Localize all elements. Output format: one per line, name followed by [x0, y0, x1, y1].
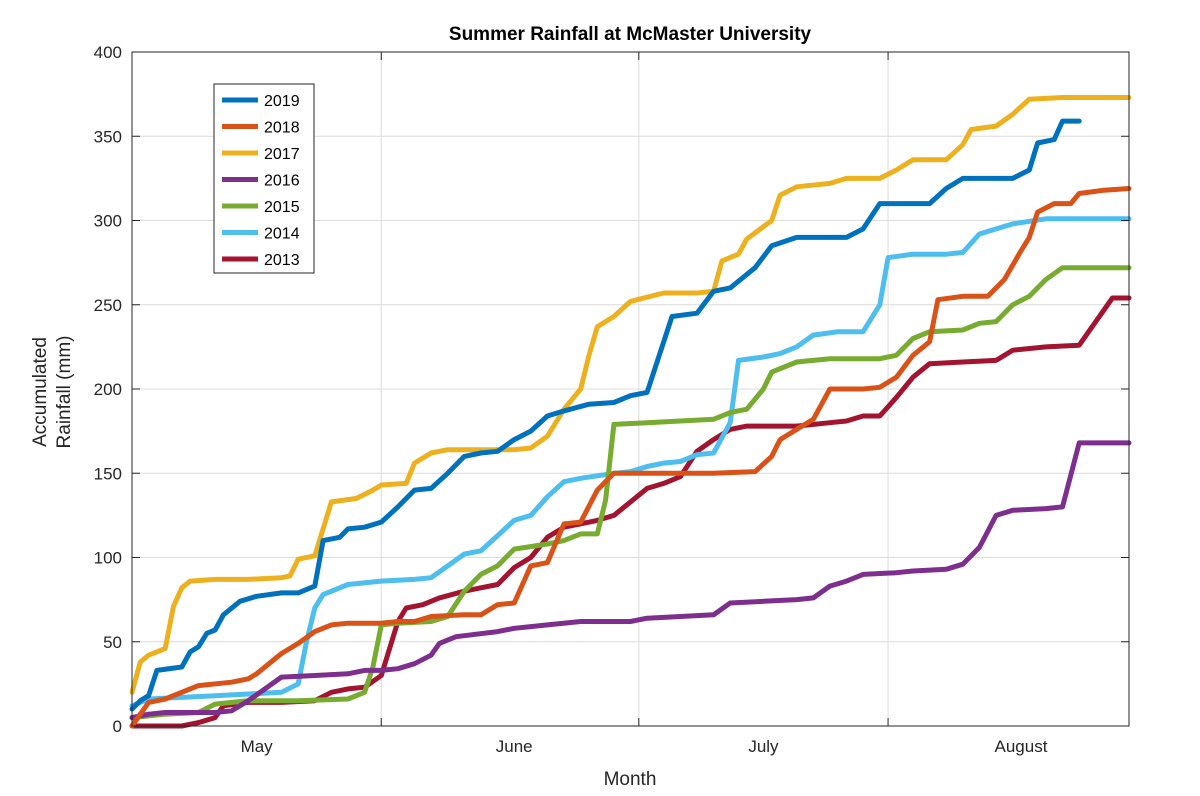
y-tick-label: 200: [94, 380, 122, 399]
x-tick-label: May: [241, 737, 274, 756]
chart-title: Summer Rainfall at McMaster University: [449, 24, 812, 45]
y-tick-label: 400: [94, 43, 122, 62]
axis-ticks: [131, 51, 1130, 727]
legend-label-2016: 2016: [264, 173, 300, 190]
x-tick-label: July: [748, 737, 779, 756]
x-tick-label: August: [995, 737, 1048, 756]
y-tick-label: 100: [94, 549, 122, 568]
y-tick-label: 250: [94, 296, 122, 315]
series-line-2018: [129, 186, 1132, 729]
x-axis-title: Month: [604, 769, 657, 790]
series-lines: [129, 95, 1132, 729]
legend-label-2014: 2014: [264, 226, 300, 243]
y-tick-label: 150: [94, 464, 122, 483]
legend-label-2013: 2013: [264, 252, 300, 269]
y-tick-label: 300: [94, 212, 122, 231]
y-tick-label: 50: [103, 633, 122, 652]
x-tick-label: June: [496, 737, 533, 756]
legend: 2019 2018 2017 2016 2015 2014 2013: [213, 83, 315, 274]
y-axis-title-line-2: Rainfall (mm): [54, 336, 75, 449]
series-line-2015: [129, 265, 1132, 721]
legend-label-2018: 2018: [264, 120, 300, 137]
y-tick-label: 350: [94, 127, 122, 146]
y-axis-title-line-1: Accumulated: [30, 337, 51, 447]
y-tick-label: 0: [113, 717, 122, 736]
series-line-2019: [129, 118, 1082, 712]
series-line-2017: [129, 95, 1132, 695]
tick-labels: 0 50 100 150 200 250 300 350 400 May June July Augus…: [94, 43, 1048, 756]
legend-label-2019: 2019: [264, 93, 300, 110]
legend-label-2017: 2017: [264, 146, 300, 163]
legend-label-2015: 2015: [264, 199, 300, 216]
series-line-2016: [129, 440, 1132, 721]
